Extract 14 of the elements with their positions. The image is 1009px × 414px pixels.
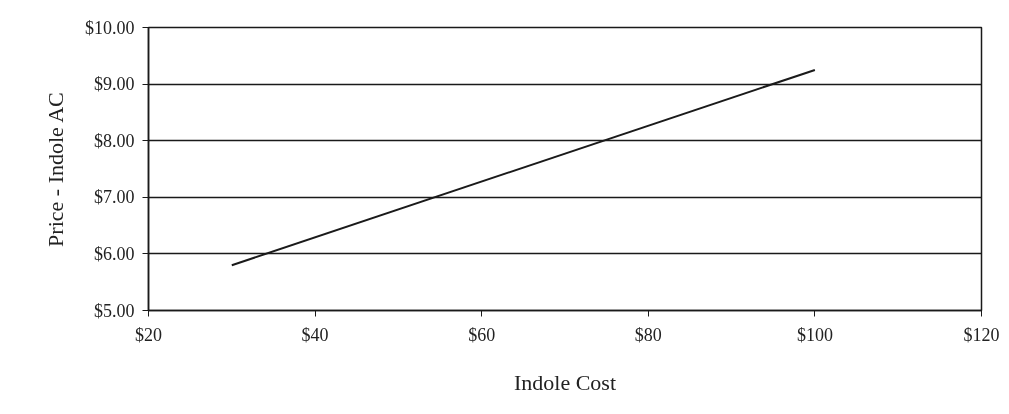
y-tick-label: $8.00 bbox=[94, 130, 135, 151]
y-tick-label: $6.00 bbox=[94, 243, 135, 264]
x-axis-title: Indole Cost bbox=[513, 369, 617, 395]
x-tick-label: $120 bbox=[963, 324, 1000, 345]
x-tick-label: $20 bbox=[135, 324, 162, 345]
y-tick-label: $9.00 bbox=[94, 74, 135, 95]
x-tick-label: $80 bbox=[634, 324, 662, 345]
y-tick-label: $7.00 bbox=[94, 187, 135, 208]
x-tick-label: $60 bbox=[468, 324, 496, 345]
y-axis-title: Price - Indole AC bbox=[43, 92, 68, 247]
y-tick-label: $5.00 bbox=[94, 300, 135, 321]
x-tick-label: $100 bbox=[796, 324, 833, 345]
y-tick-label: $10.00 bbox=[85, 17, 135, 38]
x-tick-label: $40 bbox=[301, 324, 329, 345]
